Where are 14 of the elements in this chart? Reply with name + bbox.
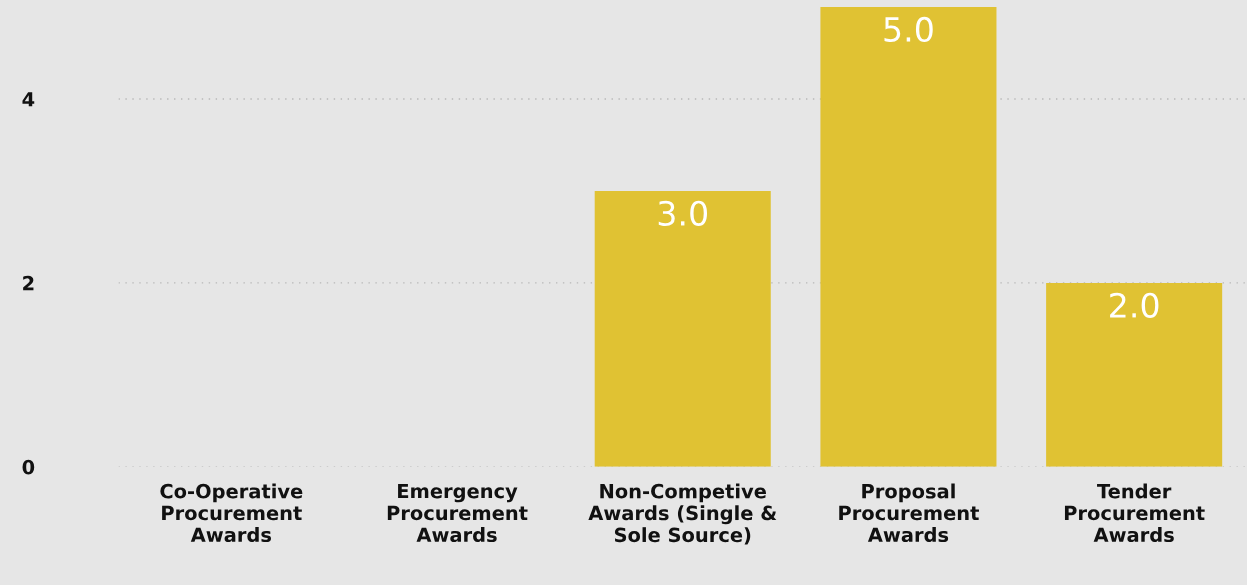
x-tick-label: Non-Competive Awards (Single & Sole Source) [588, 483, 777, 545]
x-tick-label: Emergency Procurement Awards [387, 483, 528, 543]
y-tick-label: 2 [23, 275, 34, 291]
x-tick-label: Co-Operative Procurement Awards [160, 483, 303, 543]
bar [594, 190, 771, 467]
x-tick-label: Tender Procurement Awards [1064, 483, 1205, 543]
data-label: 2.0 [1110, 292, 1159, 318]
data-label: 3.0 [658, 200, 708, 226]
data-label: 5.0 [884, 16, 933, 43]
bar [820, 7, 997, 467]
bar [1046, 282, 1223, 467]
x-tick-label: Proposal Procurement Awards [839, 483, 979, 543]
y-tick-label: 4 [22, 92, 35, 107]
y-tick-label: 0 [22, 459, 35, 475]
